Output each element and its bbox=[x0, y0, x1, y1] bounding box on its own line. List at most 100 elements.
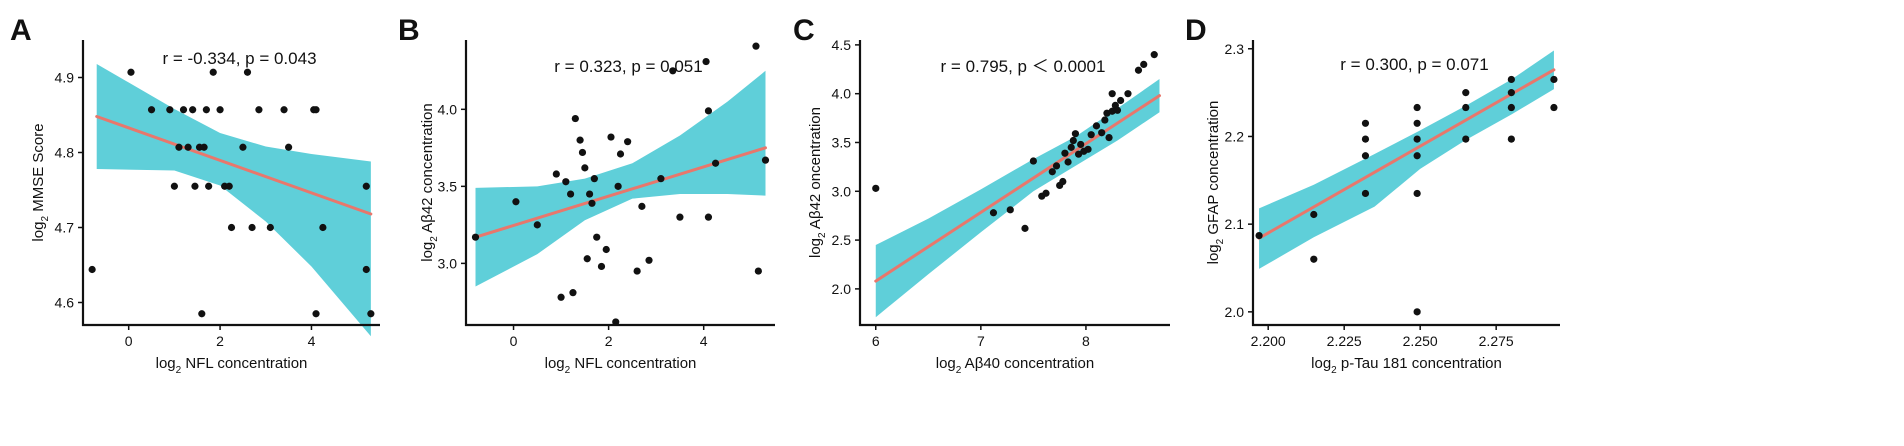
data-point bbox=[175, 143, 183, 151]
data-point bbox=[127, 68, 135, 76]
data-point bbox=[1507, 75, 1515, 84]
x-tick-label: 2 bbox=[605, 333, 613, 349]
data-point bbox=[1507, 89, 1515, 97]
y-tick-label: 4.8 bbox=[55, 145, 75, 161]
data-point bbox=[179, 106, 188, 114]
y-axis-title-text: MMSE Score bbox=[30, 123, 47, 216]
correlation-annotation: r = 0.795, p ＜ 0.0001 bbox=[941, 57, 1106, 76]
data-point bbox=[702, 57, 710, 66]
data-point bbox=[566, 190, 575, 198]
data-point bbox=[1061, 149, 1069, 157]
data-point bbox=[312, 106, 320, 114]
data-point bbox=[581, 164, 589, 172]
y-axis-title: log2 Aβ42 concentration bbox=[419, 103, 440, 261]
data-point bbox=[248, 223, 256, 232]
data-point bbox=[1124, 90, 1132, 98]
x-axis-title: log2 Aβ40 concentration bbox=[936, 355, 1094, 376]
data-point bbox=[1310, 255, 1318, 263]
data-point bbox=[1413, 189, 1421, 198]
x-axis-title-text: NFL concentration bbox=[181, 355, 307, 372]
data-point bbox=[1462, 89, 1470, 97]
x-tick-label: 2.250 bbox=[1403, 333, 1438, 349]
y-axis-title: log2 MMSE Score bbox=[30, 123, 51, 241]
data-point bbox=[614, 182, 622, 190]
data-point bbox=[1462, 103, 1470, 112]
data-point bbox=[1101, 116, 1109, 124]
y-axis-title-sub: 2 bbox=[817, 232, 828, 238]
data-point bbox=[588, 199, 596, 207]
y-tick-label: 4.0 bbox=[438, 101, 458, 117]
x-tick-label: 6 bbox=[872, 333, 880, 349]
x-axis-title: log2 NFL concentration bbox=[156, 355, 308, 376]
confidence-band bbox=[1259, 50, 1554, 269]
y-tick-label: 2.2 bbox=[1225, 128, 1245, 144]
x-axis-title-prefix: log bbox=[1311, 355, 1331, 372]
y-tick-label: 3.0 bbox=[438, 255, 458, 271]
x-tick-label: 4 bbox=[700, 333, 708, 349]
y-tick-label: 2.0 bbox=[1225, 304, 1245, 320]
data-point bbox=[1117, 96, 1125, 105]
regression-line bbox=[95, 115, 373, 216]
data-point bbox=[633, 267, 641, 275]
x-tick-label: 0 bbox=[510, 333, 518, 349]
data-point bbox=[471, 233, 480, 241]
x-axis-title-sub: 2 bbox=[1331, 365, 1337, 376]
data-point bbox=[1105, 134, 1113, 142]
data-point bbox=[704, 213, 713, 221]
data-point bbox=[1006, 206, 1014, 214]
data-point bbox=[1361, 189, 1370, 198]
x-axis-title: log2 NFL concentration bbox=[545, 355, 697, 376]
data-point bbox=[704, 107, 713, 115]
y-tick-label: 4.5 bbox=[832, 37, 852, 53]
data-point bbox=[1361, 135, 1370, 143]
data-point bbox=[578, 148, 587, 157]
data-point bbox=[88, 265, 96, 274]
data-point bbox=[1134, 66, 1143, 74]
y-tick-label: 2.1 bbox=[1225, 216, 1245, 232]
data-point bbox=[1071, 130, 1080, 138]
data-point bbox=[593, 233, 601, 241]
data-point bbox=[227, 223, 236, 232]
data-point bbox=[1413, 119, 1421, 127]
x-tick-label: 8 bbox=[1082, 333, 1090, 349]
data-point bbox=[533, 221, 541, 229]
data-point bbox=[1048, 168, 1056, 176]
data-point bbox=[312, 310, 320, 318]
x-axis-title-prefix: log bbox=[545, 355, 565, 372]
confidence-band bbox=[96, 64, 371, 337]
data-point bbox=[1067, 143, 1075, 151]
data-point bbox=[1064, 158, 1072, 166]
y-axis-title-prefix: log bbox=[807, 238, 824, 258]
data-point bbox=[752, 42, 760, 50]
data-point bbox=[1413, 103, 1421, 112]
y-axis-title-text: GFAP concentration bbox=[1205, 101, 1222, 239]
correlation-annotation: r = 0.323, p = 0.051 bbox=[554, 57, 702, 76]
data-point bbox=[612, 318, 620, 326]
x-tick-label: 4 bbox=[308, 333, 316, 349]
data-point bbox=[255, 106, 263, 114]
data-point bbox=[198, 310, 206, 318]
x-axis-title-sub: 2 bbox=[956, 365, 962, 376]
y-axis-title-sub: 2 bbox=[40, 216, 51, 222]
x-axis-title-sub: 2 bbox=[176, 365, 182, 376]
data-point bbox=[1042, 189, 1050, 197]
y-axis-title-text: Aβ42 oncentration bbox=[807, 107, 824, 232]
data-point bbox=[1092, 122, 1101, 130]
regression-line bbox=[1257, 68, 1556, 240]
data-point bbox=[989, 209, 998, 217]
data-point bbox=[571, 114, 579, 123]
y-axis-title-prefix: log bbox=[1205, 244, 1222, 264]
data-point bbox=[1140, 60, 1148, 69]
data-point bbox=[590, 175, 598, 183]
x-tick-label: 7 bbox=[977, 333, 985, 349]
y-axis-title-sub: 2 bbox=[1215, 238, 1226, 244]
data-point bbox=[754, 267, 762, 275]
data-point bbox=[761, 156, 770, 164]
panel-letter: D bbox=[1185, 14, 1207, 47]
data-point bbox=[1077, 140, 1085, 149]
data-point bbox=[191, 182, 199, 190]
data-point bbox=[597, 262, 606, 271]
data-point bbox=[189, 106, 197, 114]
data-point bbox=[170, 182, 178, 190]
